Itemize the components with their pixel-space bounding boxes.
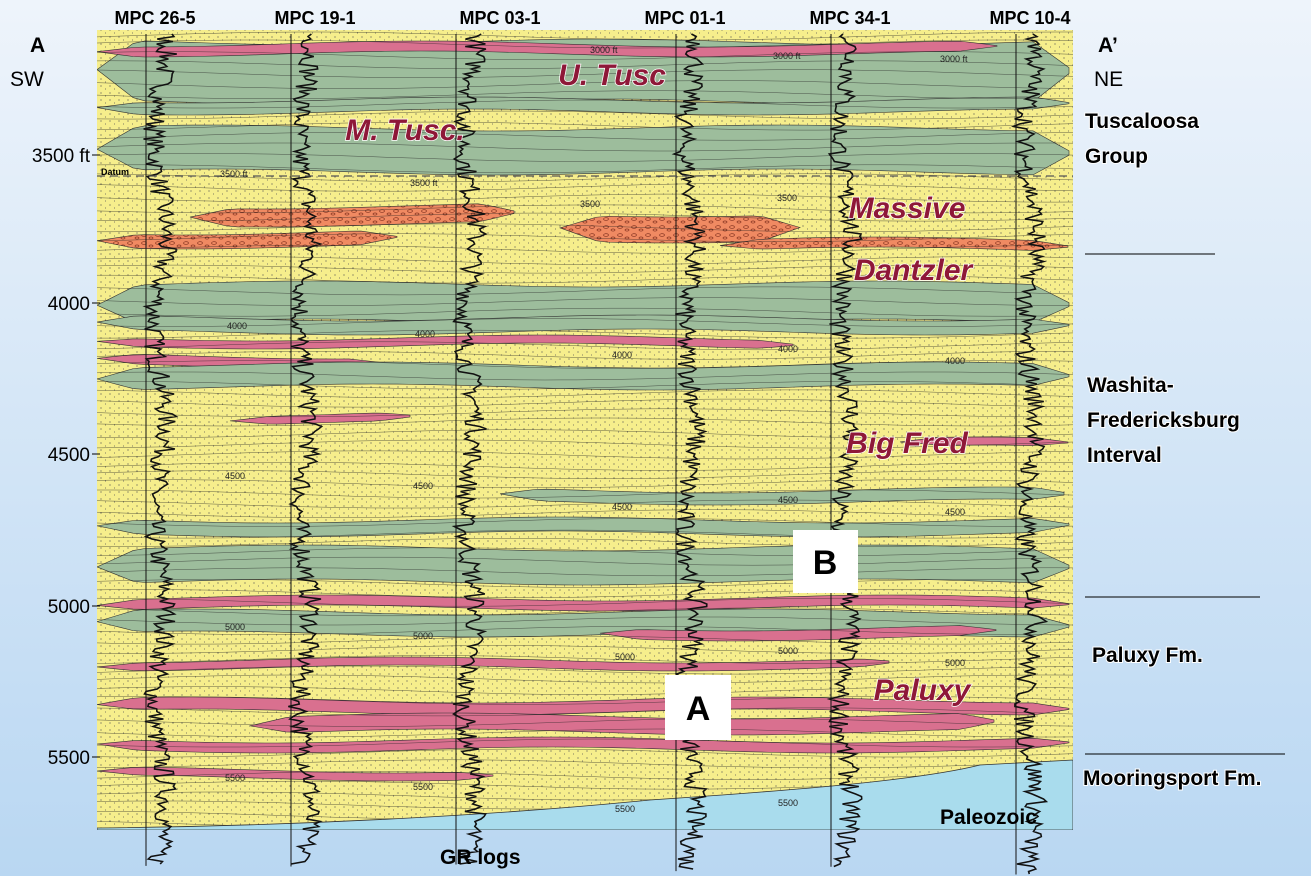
interval-label: Tuscaloosa — [1085, 110, 1199, 133]
unit-label: U. Tusc — [558, 59, 666, 92]
well-name: MPC 34-1 — [809, 8, 890, 28]
well-depth-mark: 5500 — [778, 798, 798, 808]
end-letter: A’ — [1098, 34, 1118, 57]
well-depth-mark: 3000 ft — [773, 51, 801, 61]
interval-label: Fredericksburg — [1087, 409, 1240, 432]
stratum — [560, 216, 800, 243]
well-depth-mark: 5500 — [615, 804, 635, 814]
well-name: MPC 26-5 — [114, 8, 195, 28]
unit-label: M. Tusc. — [345, 114, 464, 147]
well-depth-mark: 5000 — [615, 652, 635, 662]
well-depth-mark: 4000 — [227, 321, 247, 331]
well-depth-mark: 5000 — [945, 658, 965, 668]
well-depth-mark: 4500 — [778, 495, 798, 505]
well-depth-mark: 4500 — [945, 507, 965, 517]
well-name: MPC 10-4 — [989, 8, 1070, 28]
well-name: MPC 19-1 — [274, 8, 355, 28]
datum-label: Datum — [101, 167, 129, 177]
unit-label: Dantzler — [854, 254, 975, 287]
log-type-label: GR logs — [440, 846, 521, 869]
unit-label: Big Fred — [846, 427, 968, 460]
well-depth-mark: 4000 — [945, 356, 965, 366]
well-depth-mark: 3500 — [580, 199, 600, 209]
well-depth-mark: 4500 — [612, 502, 632, 512]
end-direction: SW — [10, 68, 44, 91]
well-depth-mark: 3500 ft — [220, 169, 248, 179]
well-depth-mark: 4000 — [778, 344, 798, 354]
end-letter: A — [30, 34, 45, 57]
interval-label: Paluxy Fm. — [1092, 644, 1203, 667]
well-depth-mark: 5000 — [413, 631, 433, 641]
well-depth-mark: 3000 ft — [590, 45, 618, 55]
interval-label: Interval — [1087, 444, 1162, 467]
well-depth-mark: 3500 ft — [410, 178, 438, 188]
well-depth-mark: 4000 — [612, 350, 632, 360]
unit-label: Paluxy — [874, 674, 972, 707]
depth-label: 4500 — [48, 445, 90, 466]
well-depth-mark: 5000 — [225, 622, 245, 632]
stratum — [97, 545, 1069, 585]
basement-label: Paleozoic — [940, 806, 1037, 829]
well-depth-mark: 4500 — [413, 481, 433, 491]
callout-a: A — [665, 675, 731, 740]
interval-label: Washita- — [1087, 374, 1174, 397]
well-depth-mark: 5500 — [413, 782, 433, 792]
callout-label: A — [686, 690, 711, 728]
depth-label: 3500 ft — [32, 146, 91, 167]
well-depth-mark: 5000 — [778, 646, 798, 656]
unit-label: Massive — [849, 192, 966, 225]
callout-label: B — [813, 544, 838, 582]
end-direction: NE — [1094, 68, 1123, 91]
depth-label: 5500 — [48, 748, 90, 769]
cross-section: A SW A’ NE Datum Paleozoic GR logs B A M… — [0, 0, 1311, 876]
well-depth-mark: 4000 — [415, 329, 435, 339]
callout-b: B — [793, 530, 858, 593]
interval-label: Mooringsport Fm. — [1083, 767, 1261, 790]
page: A SW A’ NE Datum Paleozoic GR logs B A M… — [0, 0, 1311, 876]
depth-label: 4000 — [48, 294, 90, 315]
depth-label: 5000 — [48, 597, 90, 618]
well-name: MPC 01-1 — [644, 8, 725, 28]
well-depth-mark: 3000 ft — [940, 54, 968, 64]
interval-label: Group — [1085, 145, 1148, 168]
well-depth-mark: 5500 — [225, 773, 245, 783]
well-depth-mark: 4500 — [225, 471, 245, 481]
well-name: MPC 03-1 — [459, 8, 540, 28]
well-depth-mark: 3500 — [777, 193, 797, 203]
